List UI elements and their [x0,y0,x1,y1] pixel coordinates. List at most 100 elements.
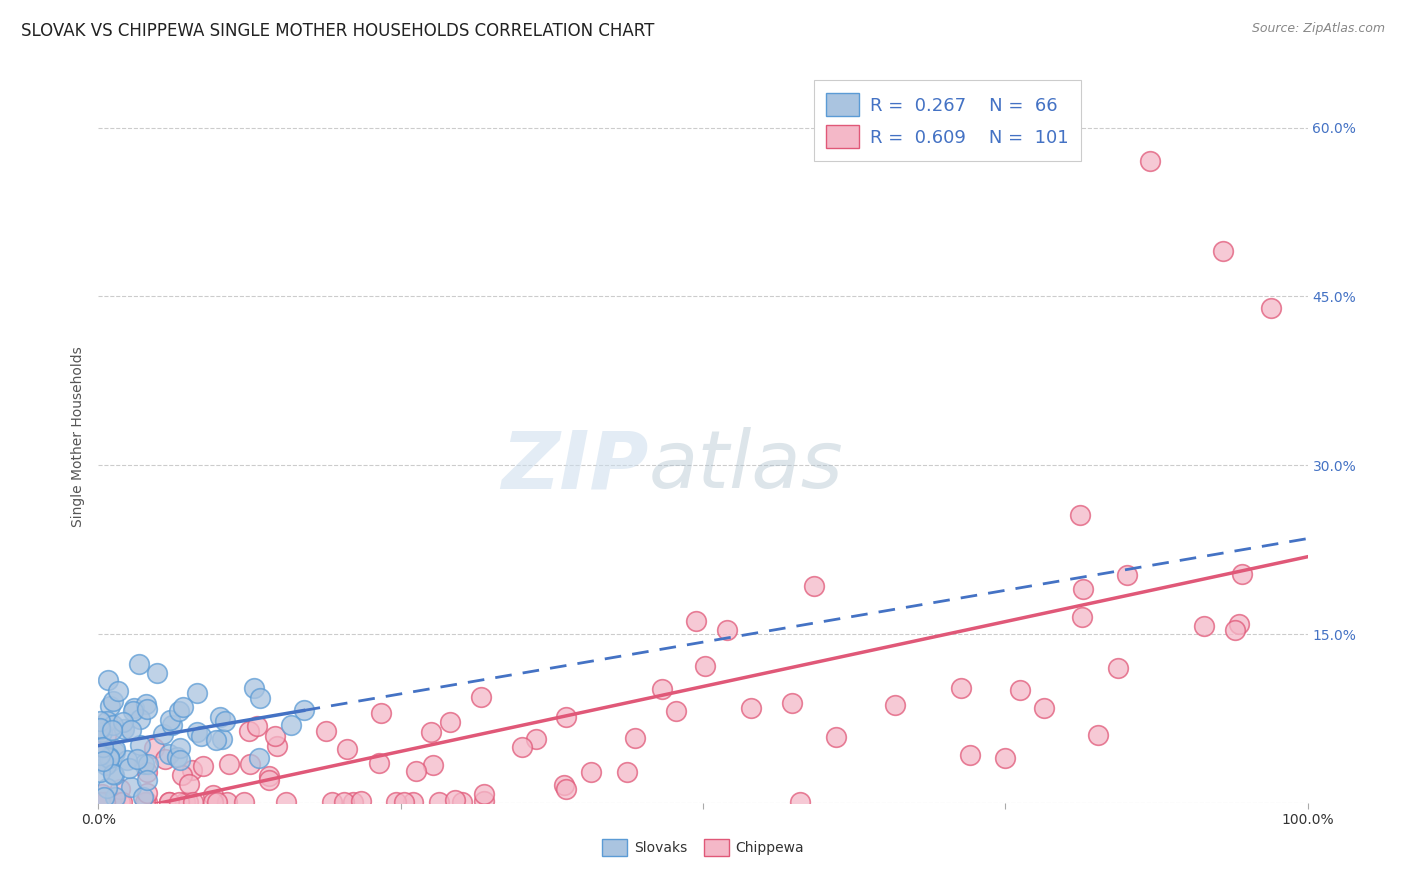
Point [740,700,762,714]
Text: Source: ZipAtlas.com: Source: ZipAtlas.com [1251,22,1385,36]
Point [132,790,155,805]
Y-axis label: Single Mother Households: Single Mother Households [72,347,86,527]
Point [685,614,707,628]
Point [780,696,803,710]
Point [159,714,181,728]
Point [167,704,190,718]
Point [91,724,114,739]
Point [180,763,202,777]
Point [665,704,688,718]
Point [392,795,415,809]
Point [97,750,120,764]
Point [824,730,846,744]
Point [98,751,121,765]
Point [1071,610,1094,624]
Point [89,764,111,779]
Point [89,714,111,728]
Point [135,795,157,809]
Point [104,790,127,805]
Point [134,795,156,809]
Point [579,764,602,779]
Point [103,768,125,782]
Point [716,623,738,637]
Point [218,757,240,772]
Point [177,795,200,809]
Point [959,747,981,762]
Point [1212,244,1234,259]
Point [89,721,111,735]
Point [128,657,150,671]
Point [280,718,302,732]
Point [1032,700,1054,714]
Point [89,795,111,809]
Point [91,739,114,754]
Point [789,795,811,809]
Point [170,768,193,782]
Point [120,723,142,737]
Point [190,729,212,743]
Point [994,750,1017,764]
Point [1107,661,1129,675]
Point [422,758,444,772]
Point [1223,623,1246,637]
Point [191,759,214,773]
Point [135,697,157,711]
Point [1230,566,1253,581]
Point [172,700,194,714]
Point [217,795,239,809]
Point [1071,582,1094,597]
Point [89,739,111,754]
Point [1087,728,1109,742]
Point [90,787,112,801]
Point [103,795,125,809]
Point [1116,568,1139,582]
Point [205,733,228,747]
Point [101,723,124,737]
Point [803,579,825,593]
Point [181,795,204,809]
Point [107,684,129,698]
Point [427,795,450,809]
Point [370,706,392,721]
Point [122,701,145,715]
Point [101,766,124,780]
Point [554,710,576,724]
Point [96,728,118,742]
Point [104,746,127,760]
Point [122,704,145,718]
Point [145,666,167,681]
Point [115,753,138,767]
Point [157,795,180,809]
Point [96,714,118,728]
Point [510,740,533,755]
Point [266,739,288,754]
Point [166,749,188,764]
Point [135,702,157,716]
Point [470,690,492,704]
Point [1069,508,1091,522]
Point [153,752,176,766]
Point [112,722,135,736]
Point [315,724,337,739]
Point [208,710,231,724]
Point [1194,619,1216,633]
Point [100,795,122,809]
Point [93,795,115,809]
Point [264,730,287,744]
Point [157,795,180,809]
Point [292,703,315,717]
Point [1139,154,1161,169]
Point [89,795,111,809]
Point [101,694,124,708]
Point [135,786,157,800]
Text: atlas: atlas [648,427,844,506]
Point [108,781,131,796]
Point [233,795,256,809]
Point [405,764,427,779]
Point [276,795,298,809]
Point [169,740,191,755]
Point [624,731,647,745]
Text: SLOVAK VS CHIPPEWA SINGLE MOTHER HOUSEHOLDS CORRELATION CHART: SLOVAK VS CHIPPEWA SINGLE MOTHER HOUSEHO… [21,22,654,40]
Point [120,780,142,794]
Point [238,724,260,739]
